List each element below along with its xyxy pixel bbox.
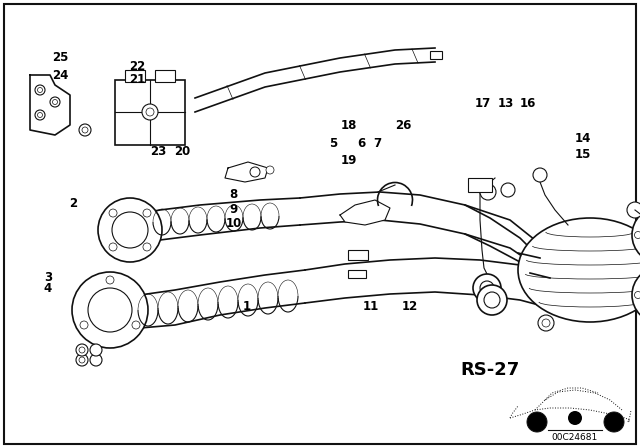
Text: 2: 2 [70, 197, 77, 211]
Text: 19: 19 [340, 154, 357, 167]
Text: 16: 16 [520, 96, 536, 110]
Polygon shape [225, 162, 268, 182]
Circle shape [79, 347, 85, 353]
Bar [430, 51, 442, 59]
Circle shape [480, 281, 494, 295]
Circle shape [542, 319, 550, 327]
Circle shape [52, 99, 58, 104]
Text: 10: 10 [225, 216, 242, 230]
Circle shape [109, 243, 117, 251]
Text: 23: 23 [150, 145, 167, 158]
Text: 11: 11 [363, 300, 380, 314]
Circle shape [627, 202, 640, 218]
Text: 22: 22 [129, 60, 146, 73]
Text: 12: 12 [401, 300, 418, 314]
Circle shape [634, 232, 640, 238]
Text: 00C24681: 00C24681 [552, 434, 598, 443]
Circle shape [533, 168, 547, 182]
Circle shape [632, 267, 640, 323]
Text: 17: 17 [475, 96, 492, 110]
Circle shape [79, 357, 85, 363]
Circle shape [266, 166, 274, 174]
Text: 6: 6 [358, 137, 365, 150]
Circle shape [142, 104, 158, 120]
Circle shape [38, 87, 42, 92]
Circle shape [90, 354, 102, 366]
Text: 25: 25 [52, 51, 69, 64]
Polygon shape [30, 75, 70, 135]
Circle shape [82, 127, 88, 133]
Circle shape [634, 292, 640, 298]
Circle shape [90, 344, 102, 356]
Circle shape [501, 183, 515, 197]
Text: 21: 21 [129, 73, 146, 86]
Bar [348, 250, 368, 260]
Circle shape [35, 85, 45, 95]
Circle shape [76, 344, 88, 356]
Circle shape [632, 207, 640, 263]
Circle shape [146, 108, 154, 116]
Circle shape [568, 411, 582, 425]
Circle shape [480, 184, 496, 200]
Circle shape [109, 209, 117, 217]
Bar [348, 270, 366, 278]
Circle shape [484, 292, 500, 308]
Text: 18: 18 [340, 119, 357, 132]
Circle shape [106, 276, 114, 284]
Text: 1: 1 [243, 300, 250, 314]
Bar [468, 178, 492, 192]
Circle shape [50, 97, 60, 107]
Text: 26: 26 [395, 119, 412, 132]
Circle shape [473, 274, 501, 302]
Text: 8: 8 [230, 188, 237, 202]
Bar [125, 70, 145, 82]
Bar [155, 70, 175, 82]
Circle shape [143, 209, 151, 217]
Text: 15: 15 [574, 148, 591, 161]
Circle shape [35, 110, 45, 120]
Text: 24: 24 [52, 69, 69, 82]
Circle shape [132, 321, 140, 329]
Ellipse shape [518, 218, 640, 322]
Polygon shape [340, 200, 390, 225]
Circle shape [38, 112, 42, 117]
Bar [115, 80, 185, 145]
Circle shape [527, 412, 547, 432]
Text: 4: 4 [44, 282, 52, 296]
Circle shape [80, 321, 88, 329]
Circle shape [604, 412, 624, 432]
Text: 3: 3 [44, 271, 52, 284]
Circle shape [76, 354, 88, 366]
Circle shape [88, 288, 132, 332]
Text: 14: 14 [574, 132, 591, 146]
Circle shape [250, 167, 260, 177]
Circle shape [112, 212, 148, 248]
Circle shape [98, 198, 162, 262]
Circle shape [538, 315, 554, 331]
Circle shape [79, 124, 91, 136]
Text: 13: 13 [497, 96, 514, 110]
Circle shape [72, 272, 148, 348]
Circle shape [477, 285, 507, 315]
Text: 9: 9 [230, 203, 237, 216]
Text: 5: 5 [329, 137, 337, 150]
Text: 20: 20 [174, 145, 191, 158]
Text: RS-27: RS-27 [460, 361, 520, 379]
Text: 7: 7 [374, 137, 381, 150]
Circle shape [143, 243, 151, 251]
